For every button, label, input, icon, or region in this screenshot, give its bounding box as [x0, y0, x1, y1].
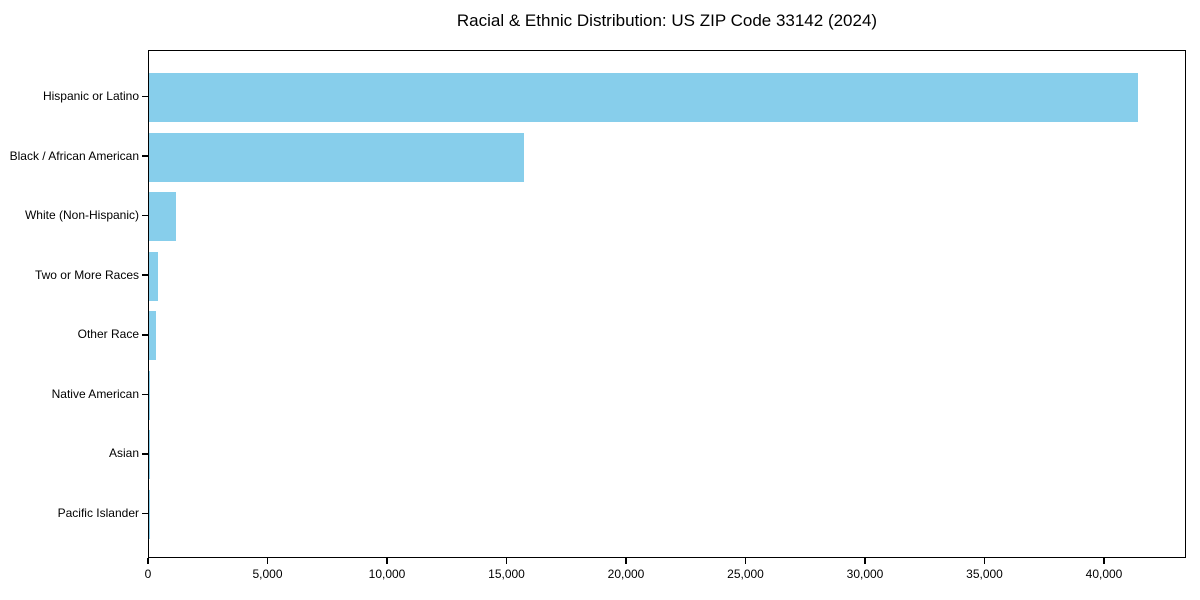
- y-axis-label-hispanic-or-latino: Hispanic or Latino: [42, 89, 139, 103]
- y-tick-mark: [142, 95, 148, 98]
- chart-title: Racial & Ethnic Distribution: US ZIP Cod…: [456, 11, 878, 30]
- x-tick-mark: [625, 558, 627, 564]
- y-tick-mark: [142, 155, 148, 157]
- bar-two-or-more-races: [149, 251, 158, 301]
- x-tick-mark: [864, 558, 866, 564]
- y-axis-label-two-or-more-races: Two or More Races: [34, 267, 139, 282]
- x-tick-label: 25,000: [727, 567, 764, 581]
- x-tick-mark: [1103, 558, 1105, 564]
- x-tick-mark: [266, 558, 269, 564]
- y-axis-label-black-african-american: Black / African American: [9, 148, 139, 163]
- y-tick-mark: [142, 453, 148, 455]
- y-axis-label-pacific-islander: Pacific Islander: [57, 505, 139, 520]
- x-tick-label: 5,000: [252, 567, 283, 581]
- y-axis-label-other-race: Other Race: [77, 327, 139, 342]
- x-tick-label: 10,000: [368, 567, 406, 581]
- y-axis-label-asian: Asian: [108, 446, 139, 461]
- y-tick-mark: [142, 274, 148, 276]
- y-axis-label-white-non-hispanic: White (Non-Hispanic): [24, 208, 139, 223]
- x-tick-mark: [147, 558, 149, 564]
- x-tick-label: 15,000: [488, 567, 525, 581]
- bar-other-race: [149, 311, 156, 361]
- bar-asian: [149, 430, 151, 480]
- x-tick-mark: [505, 558, 508, 564]
- y-tick-mark: [142, 214, 148, 217]
- y-tick-mark: [142, 512, 148, 515]
- y-axis-label-native-american: Native American: [51, 386, 139, 401]
- plot-area: [148, 50, 1186, 558]
- x-tick-label: 40,000: [1085, 567, 1123, 581]
- y-tick-mark: [142, 393, 148, 396]
- x-tick-label: 35,000: [966, 567, 1003, 581]
- x-tick-label: 30,000: [846, 567, 884, 581]
- x-tick-label: 0: [144, 567, 152, 581]
- bar-hispanic-or-latino: [149, 73, 1139, 122]
- bar-white-non-hispanic: [149, 192, 176, 242]
- x-tick-label: 20,000: [607, 567, 645, 581]
- bar-black-african-american: [149, 132, 525, 182]
- bar-native-american: [149, 370, 151, 420]
- x-tick-mark: [386, 558, 388, 564]
- y-tick-mark: [142, 334, 148, 336]
- x-tick-mark: [744, 558, 747, 564]
- x-tick-mark: [983, 558, 986, 564]
